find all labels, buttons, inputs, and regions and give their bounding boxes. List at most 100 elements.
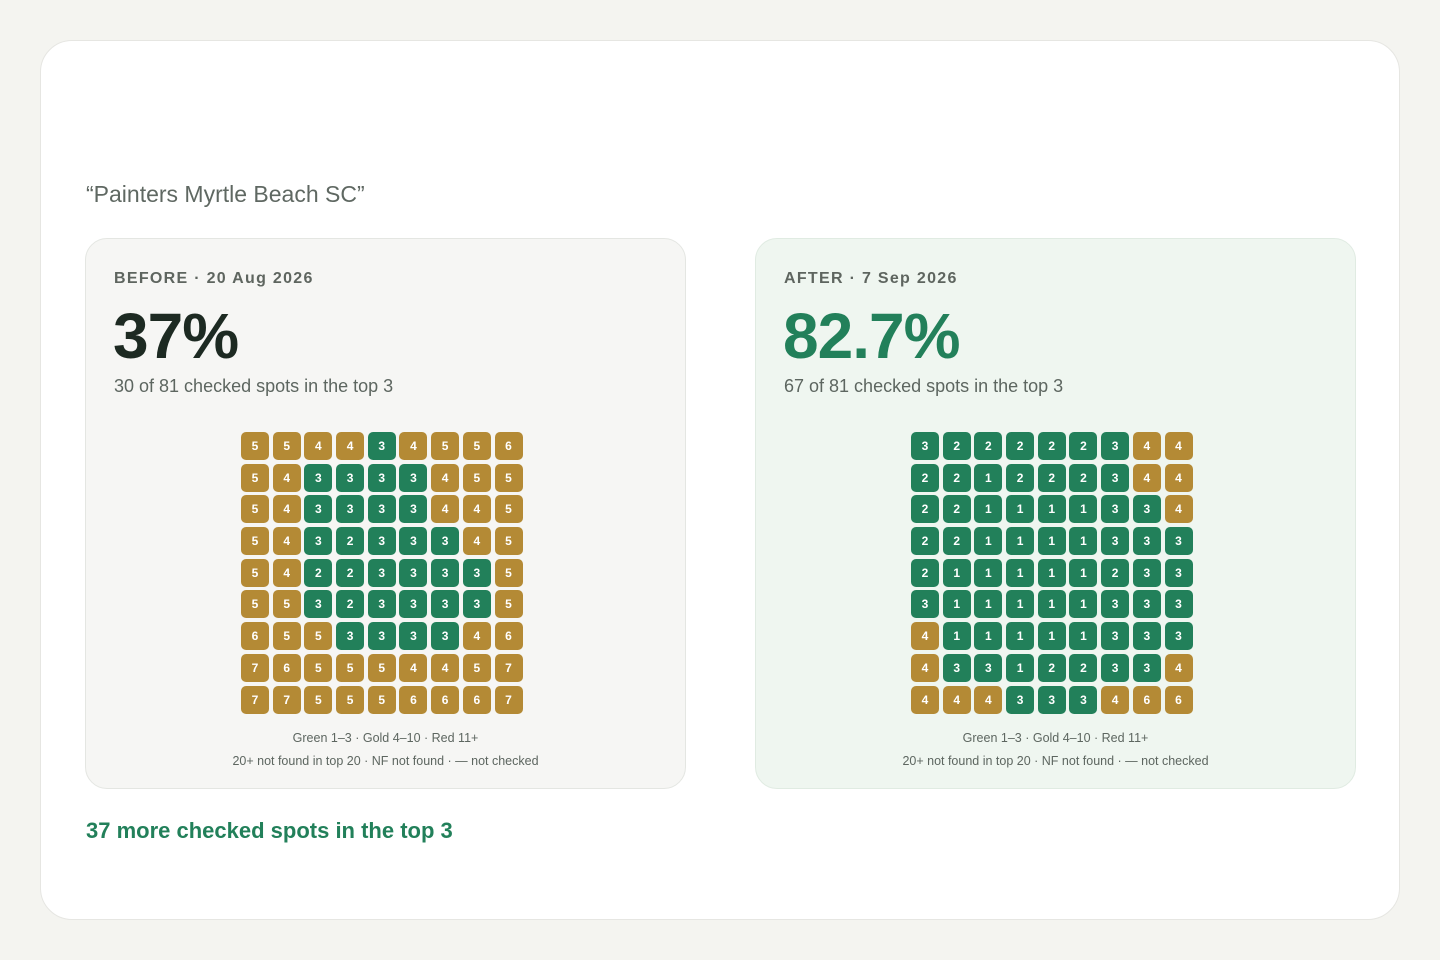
grid-cell: 3 [431,558,460,587]
grid-cell: 4 [272,463,301,492]
grid-cell: 4 [462,622,491,651]
grid-cell: 1 [974,463,1003,492]
grid-cell: 1 [942,558,971,587]
grid-cell: 5 [272,622,301,651]
grid-cell: 2 [336,527,365,556]
grid-cell: 1 [974,590,1003,619]
grid-cell: 1 [1069,590,1098,619]
grid-cell: 3 [367,527,396,556]
grid-cell: 3 [1101,495,1130,524]
grid-cell: 7 [241,685,269,714]
grid-cell: 1 [1069,527,1098,556]
grid-cell: 1 [1069,558,1098,587]
grid-cell: 5 [494,558,523,587]
after-legend-notes: 20+ not found in top 20 · NF not found ·… [902,754,1209,768]
grid-cell: 6 [272,653,301,682]
grid-cell: 6 [431,685,460,714]
grid-cell: 3 [1101,653,1130,682]
grid-cell: 3 [1164,590,1193,619]
grid-cell: 4 [462,495,491,524]
improvement-summary: 37 more checked spots in the top 3 [86,818,453,843]
grid-cell: 1 [974,495,1003,524]
grid-cell: 5 [304,653,333,682]
grid-cell: 2 [942,463,971,492]
grid-cell: 5 [241,558,269,587]
grid-cell: 5 [431,432,460,460]
grid-cell: 5 [272,590,301,619]
after-label: AFTER · 7 Sep 2026 [784,270,958,287]
grid-cell: 5 [367,685,396,714]
grid-cell: 3 [1037,685,1066,714]
grid-cell: 5 [494,495,523,524]
grid-cell: 2 [974,432,1003,460]
grid-cell: 3 [1101,590,1130,619]
grid-cell: 4 [462,527,491,556]
grid-cell: 2 [1069,463,1098,492]
grid-cell: 2 [942,432,971,460]
grid-cell: 5 [336,653,365,682]
grid-cell: 3 [431,622,460,651]
grid-cell: 3 [399,622,428,651]
grid-cell: 4 [1164,463,1193,492]
grid-cell: 1 [1006,558,1035,587]
grid-cell: 1 [942,622,971,651]
grid-cell: 1 [1006,590,1035,619]
grid-cell: 4 [1164,495,1193,524]
grid-cell: 4 [911,653,939,682]
grid-cell: 1 [1069,622,1098,651]
grid-cell: 2 [1037,463,1066,492]
grid-cell: 1 [1006,653,1035,682]
grid-cell: 4 [272,527,301,556]
grid-cell: 2 [911,527,939,556]
before-legend-colors: Green 1–3 · Gold 4–10 · Red 11+ [292,731,479,745]
before-label: BEFORE · 20 Aug 2026 [114,270,314,287]
grid-cell: 3 [367,622,396,651]
grid-cell: 7 [494,653,523,682]
search-query: “Painters Myrtle Beach SC” [86,181,365,207]
grid-cell: 3 [399,590,428,619]
grid-cell: 2 [942,527,971,556]
grid-cell: 2 [942,495,971,524]
grid-cell: 7 [494,685,523,714]
before-legend-notes: 20+ not found in top 20 · NF not found ·… [232,754,539,768]
grid-cell: 1 [1037,495,1066,524]
grid-cell: 2 [911,495,939,524]
grid-cell: 2 [911,558,939,587]
grid-cell: 3 [462,558,491,587]
grid-cell: 5 [494,463,523,492]
grid-cell: 2 [1006,463,1035,492]
grid-cell: 5 [494,527,523,556]
grid-cell: 5 [494,590,523,619]
grid-cell: 1 [1006,527,1035,556]
grid-cell: 2 [1006,432,1035,460]
grid-cell: 5 [304,622,333,651]
grid-cell: 2 [336,558,365,587]
grid-cell: 5 [462,463,491,492]
before-summary: 30 of 81 checked spots in the top 3 [114,376,394,396]
grid-cell: 3 [304,495,333,524]
grid-cell: 3 [367,558,396,587]
grid-cell: 3 [942,653,971,682]
grid-cell: 2 [304,558,333,587]
grid-cell: 5 [272,432,301,460]
grid-cell: 7 [272,685,301,714]
grid-cell: 2 [1037,432,1066,460]
before-percent: 37% [113,300,239,372]
grid-cell: 3 [1164,622,1193,651]
grid-cell: 6 [241,622,269,651]
grid-cell: 6 [494,432,523,460]
grid-cell: 6 [494,622,523,651]
grid-cell: 1 [1006,495,1035,524]
grid-cell: 3 [974,653,1003,682]
grid-cell: 3 [911,590,939,619]
grid-cell: 5 [241,495,269,524]
grid-cell: 4 [336,432,365,460]
grid-cell: 3 [336,463,365,492]
grid-cell: 4 [1132,432,1161,460]
report-card: “Painters Myrtle Beach SC” BEFORE · 20 A… [40,40,1400,920]
grid-cell: 3 [1132,590,1161,619]
grid-cell: 3 [431,590,460,619]
grid-cell: 1 [1037,590,1066,619]
